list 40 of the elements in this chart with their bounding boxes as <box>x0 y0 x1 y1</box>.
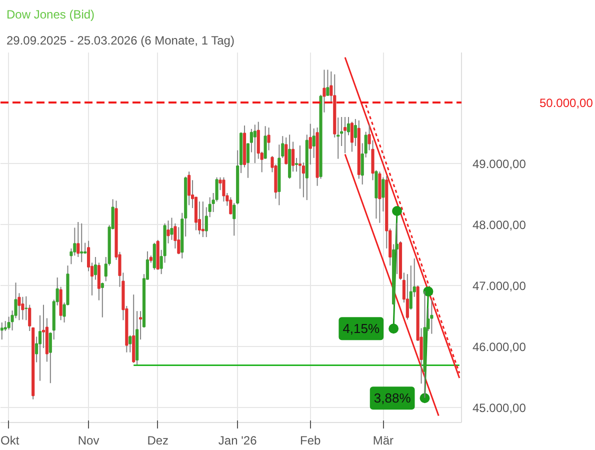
candlestick <box>166 220 170 244</box>
candlestick <box>267 127 270 151</box>
x-tick-label: Feb <box>300 434 322 448</box>
candlestick <box>170 217 174 240</box>
candlestick <box>100 282 104 318</box>
candlestick <box>222 176 226 202</box>
candlestick <box>343 116 347 154</box>
y-tick-label: 48.000,00 <box>472 218 526 232</box>
y-tick-label: 49.000,00 <box>472 156 526 171</box>
candlestick <box>292 141 295 172</box>
candlestick <box>152 242 156 270</box>
candlestick <box>21 296 24 320</box>
annotation: 3,88% <box>374 390 412 406</box>
candlestick <box>0 322 4 340</box>
candlestick <box>201 201 204 238</box>
y-tick-label: 47.000,00 <box>472 278 526 293</box>
candlestick <box>128 334 132 353</box>
x-tick-label: Mär <box>372 434 394 448</box>
x-tick-label: Dez <box>147 434 169 448</box>
x-tick-label: Okt <box>0 434 20 448</box>
candlestick <box>76 222 80 258</box>
candlestick <box>80 222 84 263</box>
annotation: 4,15% <box>342 321 380 336</box>
point <box>392 206 402 216</box>
candlestick <box>198 201 201 235</box>
x-tick-label: Nov <box>78 434 100 448</box>
candlestick <box>253 124 256 164</box>
point <box>388 324 399 334</box>
chart-subtitle: 29.09.2025 - 25.03.2026 (6 Monate, 1 Tag) <box>6 34 234 48</box>
chart-title: Dow Jones (Bid) <box>6 8 95 22</box>
candlestick <box>24 296 28 321</box>
candlestick <box>294 157 298 172</box>
y-tick-label: 46.000,00 <box>472 340 526 354</box>
x-tick-label: Jan '26 <box>218 434 258 448</box>
y-tick-label: 45.000,00 <box>472 400 526 415</box>
point <box>420 393 430 404</box>
candlestick <box>430 299 434 334</box>
point <box>423 286 434 296</box>
candlestick <box>350 121 354 152</box>
ref-line-label: 50.000,00 <box>540 96 594 110</box>
